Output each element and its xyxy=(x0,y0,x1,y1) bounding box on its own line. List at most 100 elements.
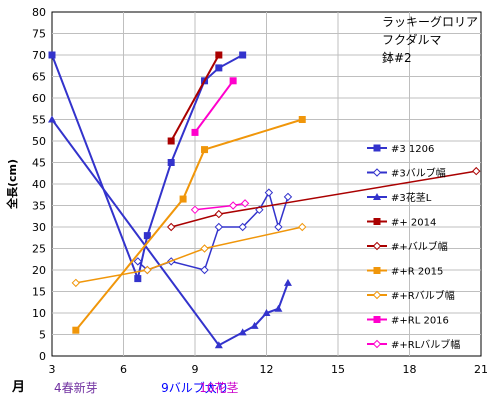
legend-item: #+RLバルブ幅 xyxy=(367,338,460,351)
series-line xyxy=(170,54,220,142)
data-point xyxy=(274,304,283,312)
series-line xyxy=(194,80,234,133)
data-point xyxy=(238,222,247,232)
legend-swatch-marker xyxy=(373,316,381,323)
data-point xyxy=(48,51,56,59)
data-point xyxy=(274,222,283,232)
legend-label: #3花茎L xyxy=(391,191,432,204)
y-tick-label: 0 xyxy=(39,350,46,363)
legend-swatch-marker xyxy=(372,168,382,177)
y-tick-label: 55 xyxy=(32,114,46,127)
data-point xyxy=(72,326,80,334)
y-tick-label: 45 xyxy=(32,157,46,170)
data-point xyxy=(472,166,481,176)
data-point xyxy=(262,309,271,316)
legend-label: #3バルブ幅 xyxy=(391,167,446,180)
data-point xyxy=(264,188,274,197)
legend-item: #3 1206 xyxy=(367,144,434,155)
data-point xyxy=(238,328,247,336)
axis-ticks: 0 5 10 15 20 25 30 35 40 45 50 55 60 65 70 75 80 3 6 9 12 15 1… xyxy=(32,6,488,376)
data-point xyxy=(215,64,223,72)
y-tick-label: 30 xyxy=(32,221,46,234)
data-point xyxy=(215,51,223,59)
y-tick-label: 65 xyxy=(32,71,46,84)
data-point xyxy=(250,321,259,329)
legend-label: #+バルブ幅 xyxy=(391,240,448,253)
legend-item: #+RL 2016 xyxy=(367,316,449,327)
y-tick-label: 80 xyxy=(32,6,46,19)
data-point xyxy=(214,209,224,219)
x-tick-label: 6 xyxy=(120,363,127,376)
legend-swatch-marker xyxy=(372,290,382,300)
legend-item: #+Rバルブ幅 xyxy=(367,289,455,302)
data-point xyxy=(48,115,56,123)
x-axis-label: 月 xyxy=(11,380,25,395)
legend-swatch-marker xyxy=(373,218,381,225)
data-point xyxy=(214,222,224,232)
y-tick-label: 35 xyxy=(32,200,46,213)
legend-swatch-marker xyxy=(373,193,381,200)
legend-label: #+R 2015 xyxy=(391,267,443,278)
data-point xyxy=(200,265,209,275)
y-tick-label: 25 xyxy=(32,243,46,256)
series-9 xyxy=(190,199,250,215)
y-tick-label: 70 xyxy=(32,49,46,62)
x-tick-label: 12 xyxy=(260,363,274,376)
series-line xyxy=(75,226,303,284)
data-point xyxy=(134,275,142,283)
x-note-label: 4春新芽 xyxy=(54,380,98,395)
y-tick-label: 5 xyxy=(39,329,46,342)
legend-label: #3 1206 xyxy=(391,144,434,155)
annotation-line-3: 鉢#2 xyxy=(382,51,412,65)
data-point xyxy=(179,195,187,203)
x-note-label: 9バルブ太り xyxy=(161,380,229,395)
legend-swatch-marker xyxy=(373,267,381,274)
y-tick-label: 75 xyxy=(32,28,46,41)
data-point xyxy=(191,128,199,136)
series-6 xyxy=(72,116,306,334)
annotation: ラッキーグロリア フクダルマ 鉢#2 xyxy=(382,15,478,65)
data-point xyxy=(229,77,237,85)
legend-label: #+RL 2016 xyxy=(391,316,449,327)
legend: #3 1206 #3バルブ幅 #3花茎L #+ 2014 #+バルブ幅 #+R 2015 #… xyxy=(367,144,460,351)
y-tick-label: 20 xyxy=(32,264,46,277)
data-point xyxy=(167,159,175,166)
data-point xyxy=(190,205,200,215)
legend-item: #3バルブ幅 xyxy=(367,167,446,180)
series-5 xyxy=(166,166,481,232)
legend-item: #+R 2015 xyxy=(367,267,443,278)
data-point xyxy=(240,199,250,208)
y-tick-label: 50 xyxy=(32,135,46,148)
y-axis-label: 全長(cm) xyxy=(5,159,19,210)
x-tick-label: 21 xyxy=(474,363,488,376)
data-point xyxy=(143,265,152,275)
data-point xyxy=(143,232,151,240)
series-7 xyxy=(71,222,307,288)
annotation-line-2: フクダルマ xyxy=(382,32,442,47)
legend-item: #3花茎L xyxy=(367,191,432,204)
series-layer xyxy=(48,51,481,349)
legend-swatch-marker xyxy=(372,241,382,251)
data-point xyxy=(228,201,238,210)
legend-label: #+RLバルブ幅 xyxy=(391,338,460,351)
legend-item: #+バルブ幅 xyxy=(367,240,448,253)
legend-label: #+Rバルブ幅 xyxy=(391,289,455,302)
y-tick-label: 40 xyxy=(32,178,46,191)
data-point xyxy=(200,244,209,253)
x-tick-label: 15 xyxy=(331,363,345,376)
annotation-line-1: ラッキーグロリア xyxy=(382,15,478,29)
data-point xyxy=(167,137,175,145)
legend-swatch-marker xyxy=(372,339,382,349)
data-point xyxy=(298,222,307,232)
x-note-label: 10花茎 xyxy=(199,380,238,395)
y-tick-label: 60 xyxy=(32,92,46,105)
data-point xyxy=(133,257,143,266)
data-point xyxy=(283,192,293,202)
series-8 xyxy=(191,77,237,136)
series-3 xyxy=(48,115,292,349)
legend-swatch-marker xyxy=(373,144,381,152)
data-point xyxy=(283,278,292,286)
data-point xyxy=(166,222,176,232)
